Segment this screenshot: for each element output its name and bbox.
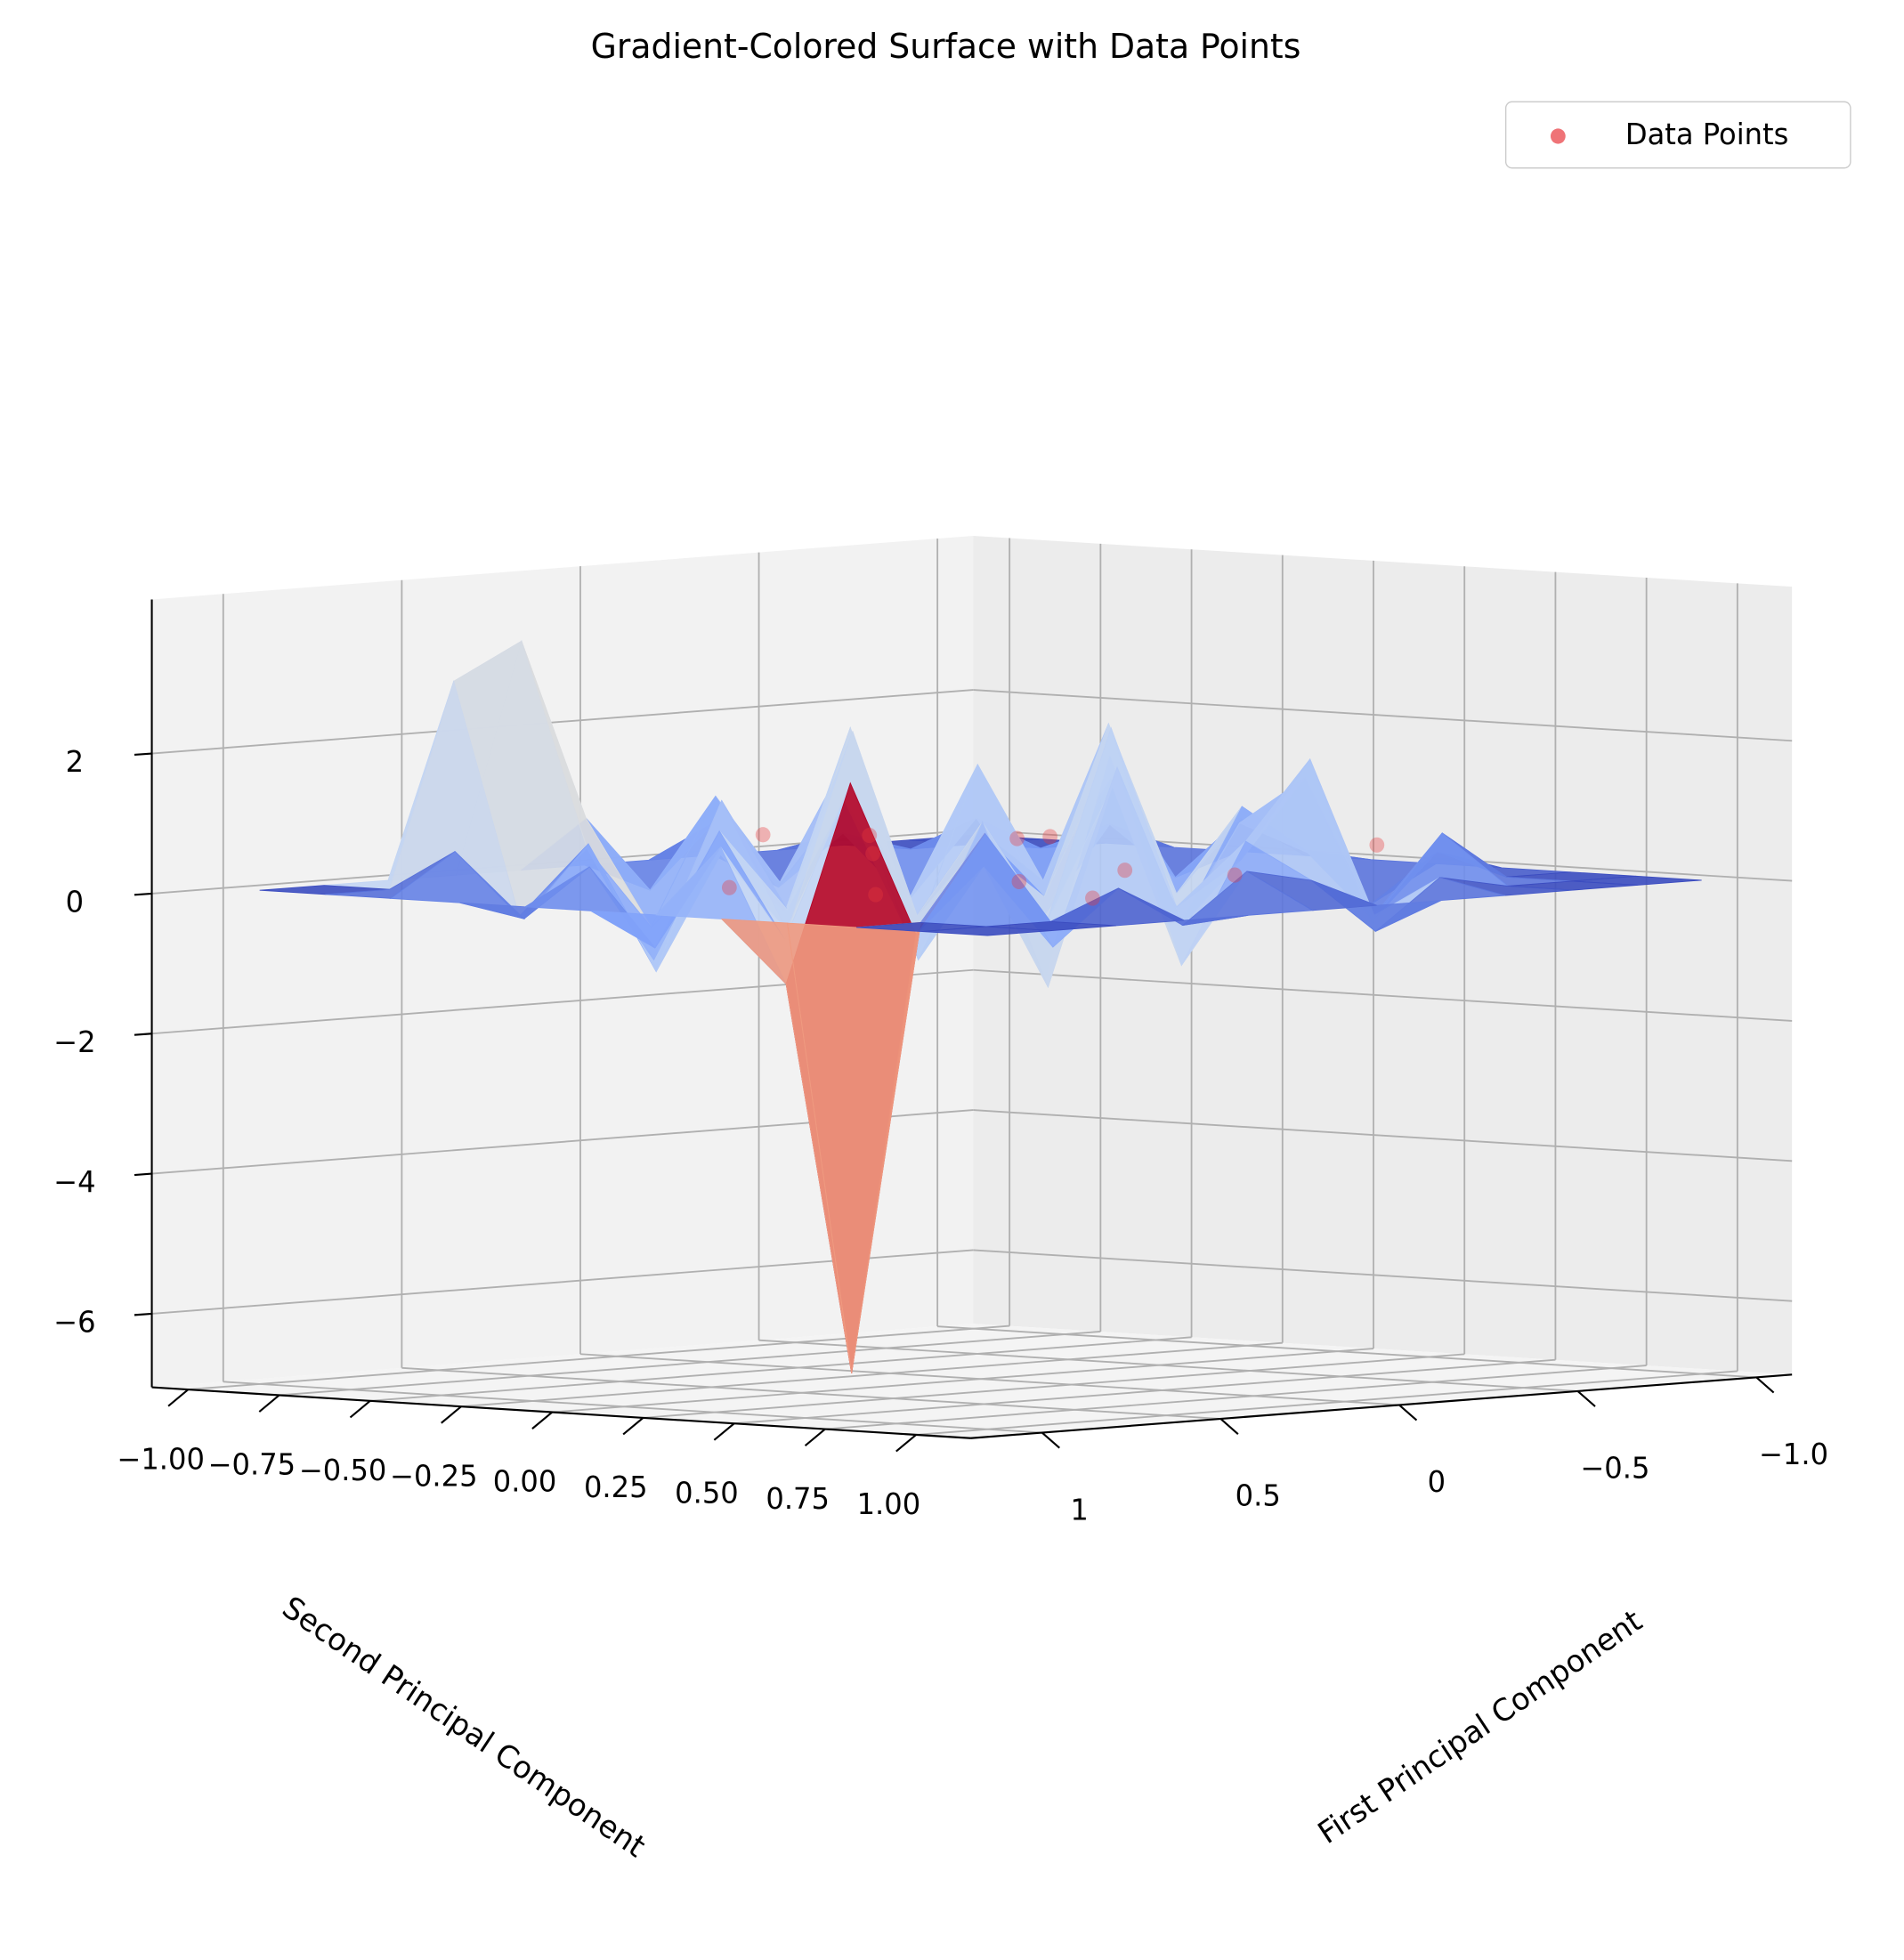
pane bbox=[151, 535, 974, 1388]
y-tick-label: 0.00 bbox=[493, 1464, 557, 1498]
surface-face bbox=[921, 926, 1052, 936]
z-tick-label: 0 bbox=[66, 885, 84, 919]
y-tick-label: −0.75 bbox=[208, 1447, 296, 1481]
pane bbox=[973, 535, 1793, 1375]
z-tick-label: −2 bbox=[53, 1025, 95, 1058]
z-tick-label: −6 bbox=[53, 1305, 95, 1339]
legend-marker bbox=[1550, 128, 1566, 144]
data-point bbox=[1009, 830, 1025, 846]
y-tick-label: −0.50 bbox=[299, 1454, 387, 1487]
grid-line bbox=[824, 1365, 1647, 1430]
grid-line bbox=[461, 1341, 1283, 1408]
x-tick-label: 0 bbox=[1428, 1465, 1446, 1499]
grid-line bbox=[151, 689, 974, 755]
tick-mark bbox=[1755, 1376, 1775, 1394]
grid-line bbox=[973, 689, 1793, 742]
legend-label: Data Points bbox=[1625, 117, 1789, 151]
y-tick-label: 0.75 bbox=[766, 1481, 830, 1515]
pane bbox=[151, 1324, 1793, 1438]
x-axis bbox=[970, 1373, 1793, 1439]
x-axis-label: First Principal Component bbox=[1312, 1604, 1649, 1851]
data-point bbox=[1117, 863, 1133, 879]
x-tick-label: 1 bbox=[1070, 1493, 1088, 1527]
data-point bbox=[862, 827, 878, 844]
grid-line bbox=[552, 1348, 1374, 1413]
grid-line bbox=[916, 1370, 1738, 1436]
grid-line bbox=[758, 1339, 1578, 1392]
grid-line bbox=[188, 1324, 1010, 1391]
data-point bbox=[868, 887, 884, 903]
tick-mark bbox=[134, 1033, 152, 1036]
tick-mark bbox=[1041, 1431, 1060, 1449]
grid-line bbox=[973, 1249, 1793, 1302]
plot: −1.0−0.500.51−1.00 −0.75 −0.50 −0.25 0.00 0.2… bbox=[53, 535, 1828, 1527]
grid-line bbox=[279, 1331, 1101, 1397]
tick-mark bbox=[441, 1405, 462, 1424]
data-point bbox=[1011, 873, 1027, 890]
z-tick-label: 2 bbox=[66, 745, 84, 779]
tick-mark bbox=[134, 1312, 152, 1316]
y-tick-label: −0.25 bbox=[390, 1459, 478, 1493]
grid-line bbox=[643, 1353, 1465, 1419]
grid-line bbox=[369, 1336, 1192, 1402]
legend bbox=[1504, 101, 1851, 169]
x-tick-label: 0.5 bbox=[1236, 1478, 1281, 1512]
tick-mark bbox=[1576, 1390, 1596, 1407]
grid-line bbox=[579, 1353, 1399, 1406]
y-axis-label: Second Principal Component bbox=[276, 1591, 651, 1866]
y-tick-label: 1.00 bbox=[857, 1487, 921, 1521]
y-tick-label: 0.25 bbox=[584, 1470, 648, 1504]
x-tick-label: −1.0 bbox=[1759, 1438, 1828, 1471]
tick-mark bbox=[1398, 1404, 1418, 1421]
data-point bbox=[1042, 829, 1058, 845]
grid-line bbox=[973, 1109, 1793, 1162]
tick-mark bbox=[713, 1422, 735, 1441]
data-point bbox=[721, 879, 737, 895]
y-axis bbox=[151, 1386, 971, 1439]
tick-mark bbox=[134, 892, 152, 896]
tick-mark bbox=[167, 1389, 190, 1407]
tick-mark bbox=[804, 1428, 826, 1447]
tick-mark bbox=[622, 1417, 644, 1436]
tick-mark bbox=[134, 1172, 152, 1177]
y-tick-label: −1.00 bbox=[117, 1442, 205, 1476]
data-point bbox=[865, 846, 880, 862]
data-point bbox=[1369, 837, 1385, 853]
data-point bbox=[755, 827, 771, 843]
data-point bbox=[1227, 867, 1243, 883]
tick-mark bbox=[531, 1411, 553, 1430]
x-tick-label: −0.5 bbox=[1580, 1451, 1649, 1485]
grid-line bbox=[401, 1366, 1221, 1420]
z-tick-label: −4 bbox=[53, 1165, 95, 1199]
tick-mark bbox=[895, 1434, 917, 1453]
grid-line bbox=[973, 968, 1793, 1022]
tick-mark bbox=[1219, 1418, 1239, 1435]
tick-mark bbox=[349, 1399, 371, 1419]
tick-mark bbox=[134, 752, 152, 757]
chart-title: Gradient-Colored Surface with Data Point… bbox=[591, 28, 1301, 67]
y-tick-label: 0.50 bbox=[675, 1476, 739, 1510]
tick-mark bbox=[258, 1394, 280, 1413]
grid-line bbox=[223, 1381, 1042, 1434]
grid-line bbox=[733, 1358, 1556, 1425]
grid-line bbox=[937, 1325, 1757, 1379]
data-point bbox=[1085, 890, 1100, 906]
